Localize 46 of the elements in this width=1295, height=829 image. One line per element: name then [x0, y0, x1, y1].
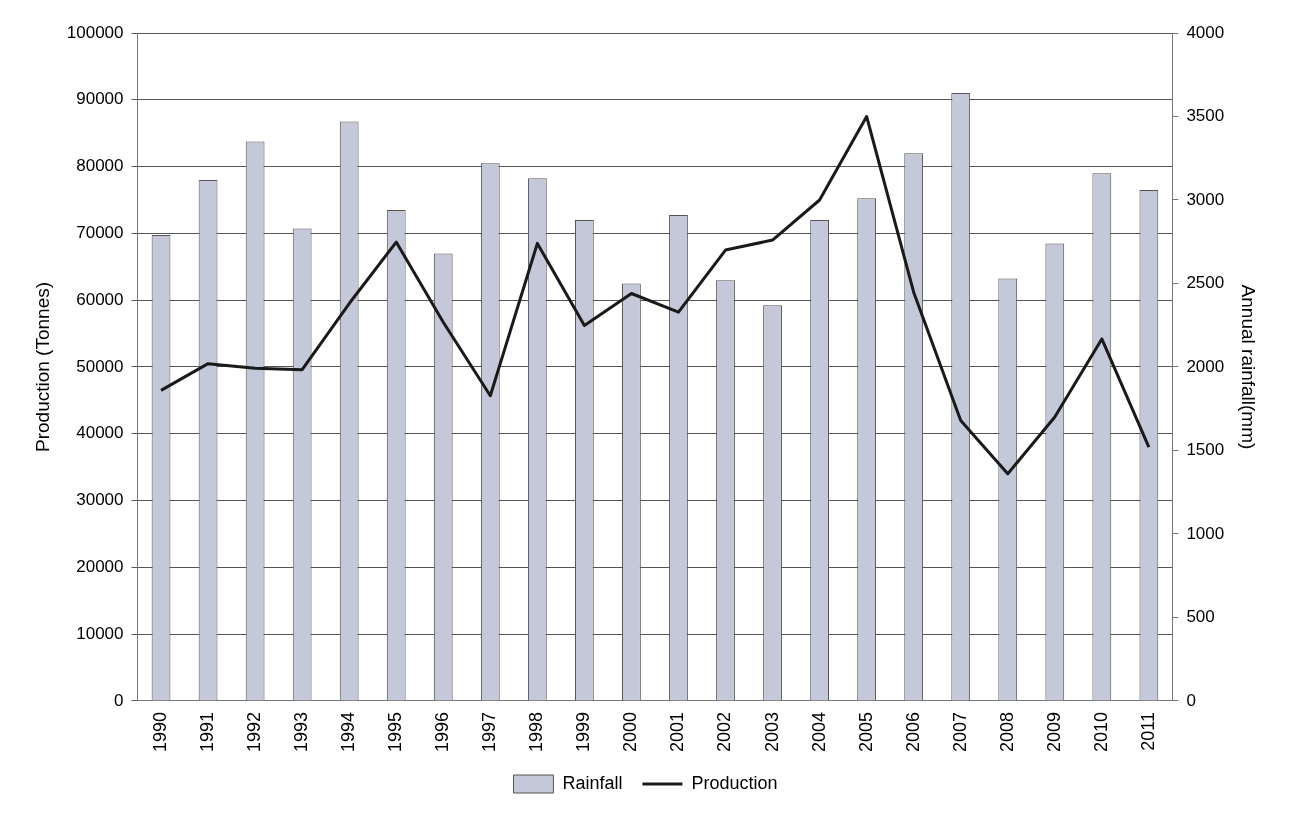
y-tick-label: 0: [114, 690, 124, 710]
y-axis-title: Production (Tonnes): [31, 281, 53, 452]
x-tick-label: 2006: [902, 711, 923, 752]
x-tick-label: 1999: [573, 711, 594, 752]
y-tick-label: 70000: [76, 223, 124, 243]
y-tick-label: 50000: [76, 356, 124, 376]
x-tick-label: 2008: [996, 711, 1017, 752]
y-tick-label: 90000: [76, 89, 124, 109]
x-tick-label: 1992: [244, 711, 265, 752]
x-tick-label: 1995: [385, 711, 406, 752]
y2-tick-label: 0: [1186, 690, 1196, 710]
y-tick-label: 60000: [76, 289, 124, 309]
legend-label: Production: [691, 772, 778, 793]
x-tick-label: 1994: [338, 711, 359, 752]
y2-tick-label: 3000: [1186, 189, 1225, 209]
y2-tick-label: 4000: [1186, 22, 1225, 42]
x-tick-label: 2002: [714, 711, 735, 752]
x-tick-label: 1998: [526, 711, 547, 752]
y2-tick-label: 500: [1186, 607, 1215, 627]
y2-tick-label: 2000: [1186, 356, 1225, 376]
y2-tick-label: 2500: [1186, 273, 1225, 293]
x-tick-label: 1993: [291, 711, 312, 752]
y-tick-label: 10000: [76, 623, 124, 643]
x-tick-label: 1991: [197, 711, 218, 752]
y-tick-label: 30000: [76, 490, 124, 510]
x-tick-label: 1990: [150, 711, 171, 752]
x-tick-label: 2004: [808, 711, 829, 752]
x-tick-label: 1997: [479, 711, 500, 752]
x-tick-label: 1996: [432, 711, 453, 752]
x-tick-label: 2003: [761, 711, 782, 752]
legend-label: Rainfall: [562, 772, 623, 793]
x-tick-label: 2010: [1090, 711, 1111, 752]
x-tick-label: 2007: [949, 711, 970, 752]
y-tick-label: 100000: [66, 22, 124, 42]
x-tick-label: 2001: [667, 711, 688, 752]
y-tick-label: 40000: [76, 423, 124, 443]
y2-tick-label: 3500: [1186, 106, 1225, 126]
y-tick-label: 80000: [76, 156, 124, 176]
x-tick-label: 2011: [1137, 711, 1158, 751]
y2-tick-label: 1000: [1186, 523, 1225, 543]
x-tick-label: 2005: [855, 711, 876, 752]
x-tick-label: 2000: [620, 711, 641, 752]
y2-axis-title: Annual rainfall(mm): [1238, 284, 1260, 450]
y-tick-label: 20000: [76, 557, 124, 577]
x-tick-label: 2009: [1043, 711, 1064, 752]
y2-tick-label: 1500: [1186, 440, 1225, 460]
